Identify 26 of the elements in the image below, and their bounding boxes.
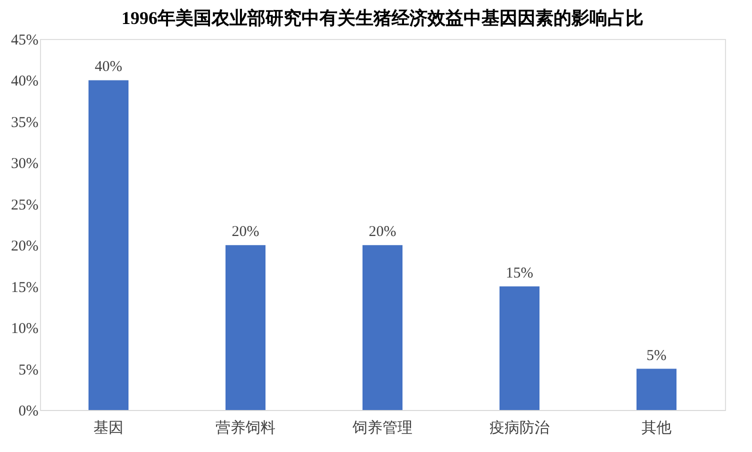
- data-label: 20%: [368, 224, 396, 240]
- bar: [226, 245, 266, 410]
- y-tick-label: 35%: [11, 114, 38, 131]
- y-tick-label: 30%: [11, 156, 38, 172]
- chart-title: 1996年美国农业部研究中有关生猪经济效益中基因因素的影响占比: [122, 8, 644, 28]
- data-label: 15%: [506, 265, 534, 282]
- y-tick-label: 45%: [11, 32, 38, 48]
- data-label: 40%: [94, 59, 122, 76]
- y-tick-label: 20%: [11, 238, 38, 255]
- y-tick-label: 0%: [18, 404, 38, 420]
- y-tick-label: 40%: [11, 74, 38, 90]
- data-label: 5%: [646, 348, 666, 364]
- y-tick-label: 5%: [18, 362, 38, 378]
- bar: [362, 245, 402, 410]
- x-tick-label: 营养饲料: [216, 420, 276, 436]
- y-tick-label: 10%: [11, 321, 38, 338]
- y-tick-label: 15%: [11, 280, 38, 296]
- x-tick-label: 疫病防治: [490, 420, 550, 436]
- bar: [500, 286, 540, 410]
- bar: [636, 368, 676, 410]
- x-tick-label: 基因: [94, 420, 124, 436]
- data-label: 20%: [232, 224, 260, 240]
- y-tick-label: 25%: [11, 197, 38, 214]
- x-tick-label: 其他: [642, 420, 672, 436]
- bar: [88, 80, 128, 410]
- x-tick-label: 饲养管理: [352, 420, 412, 436]
